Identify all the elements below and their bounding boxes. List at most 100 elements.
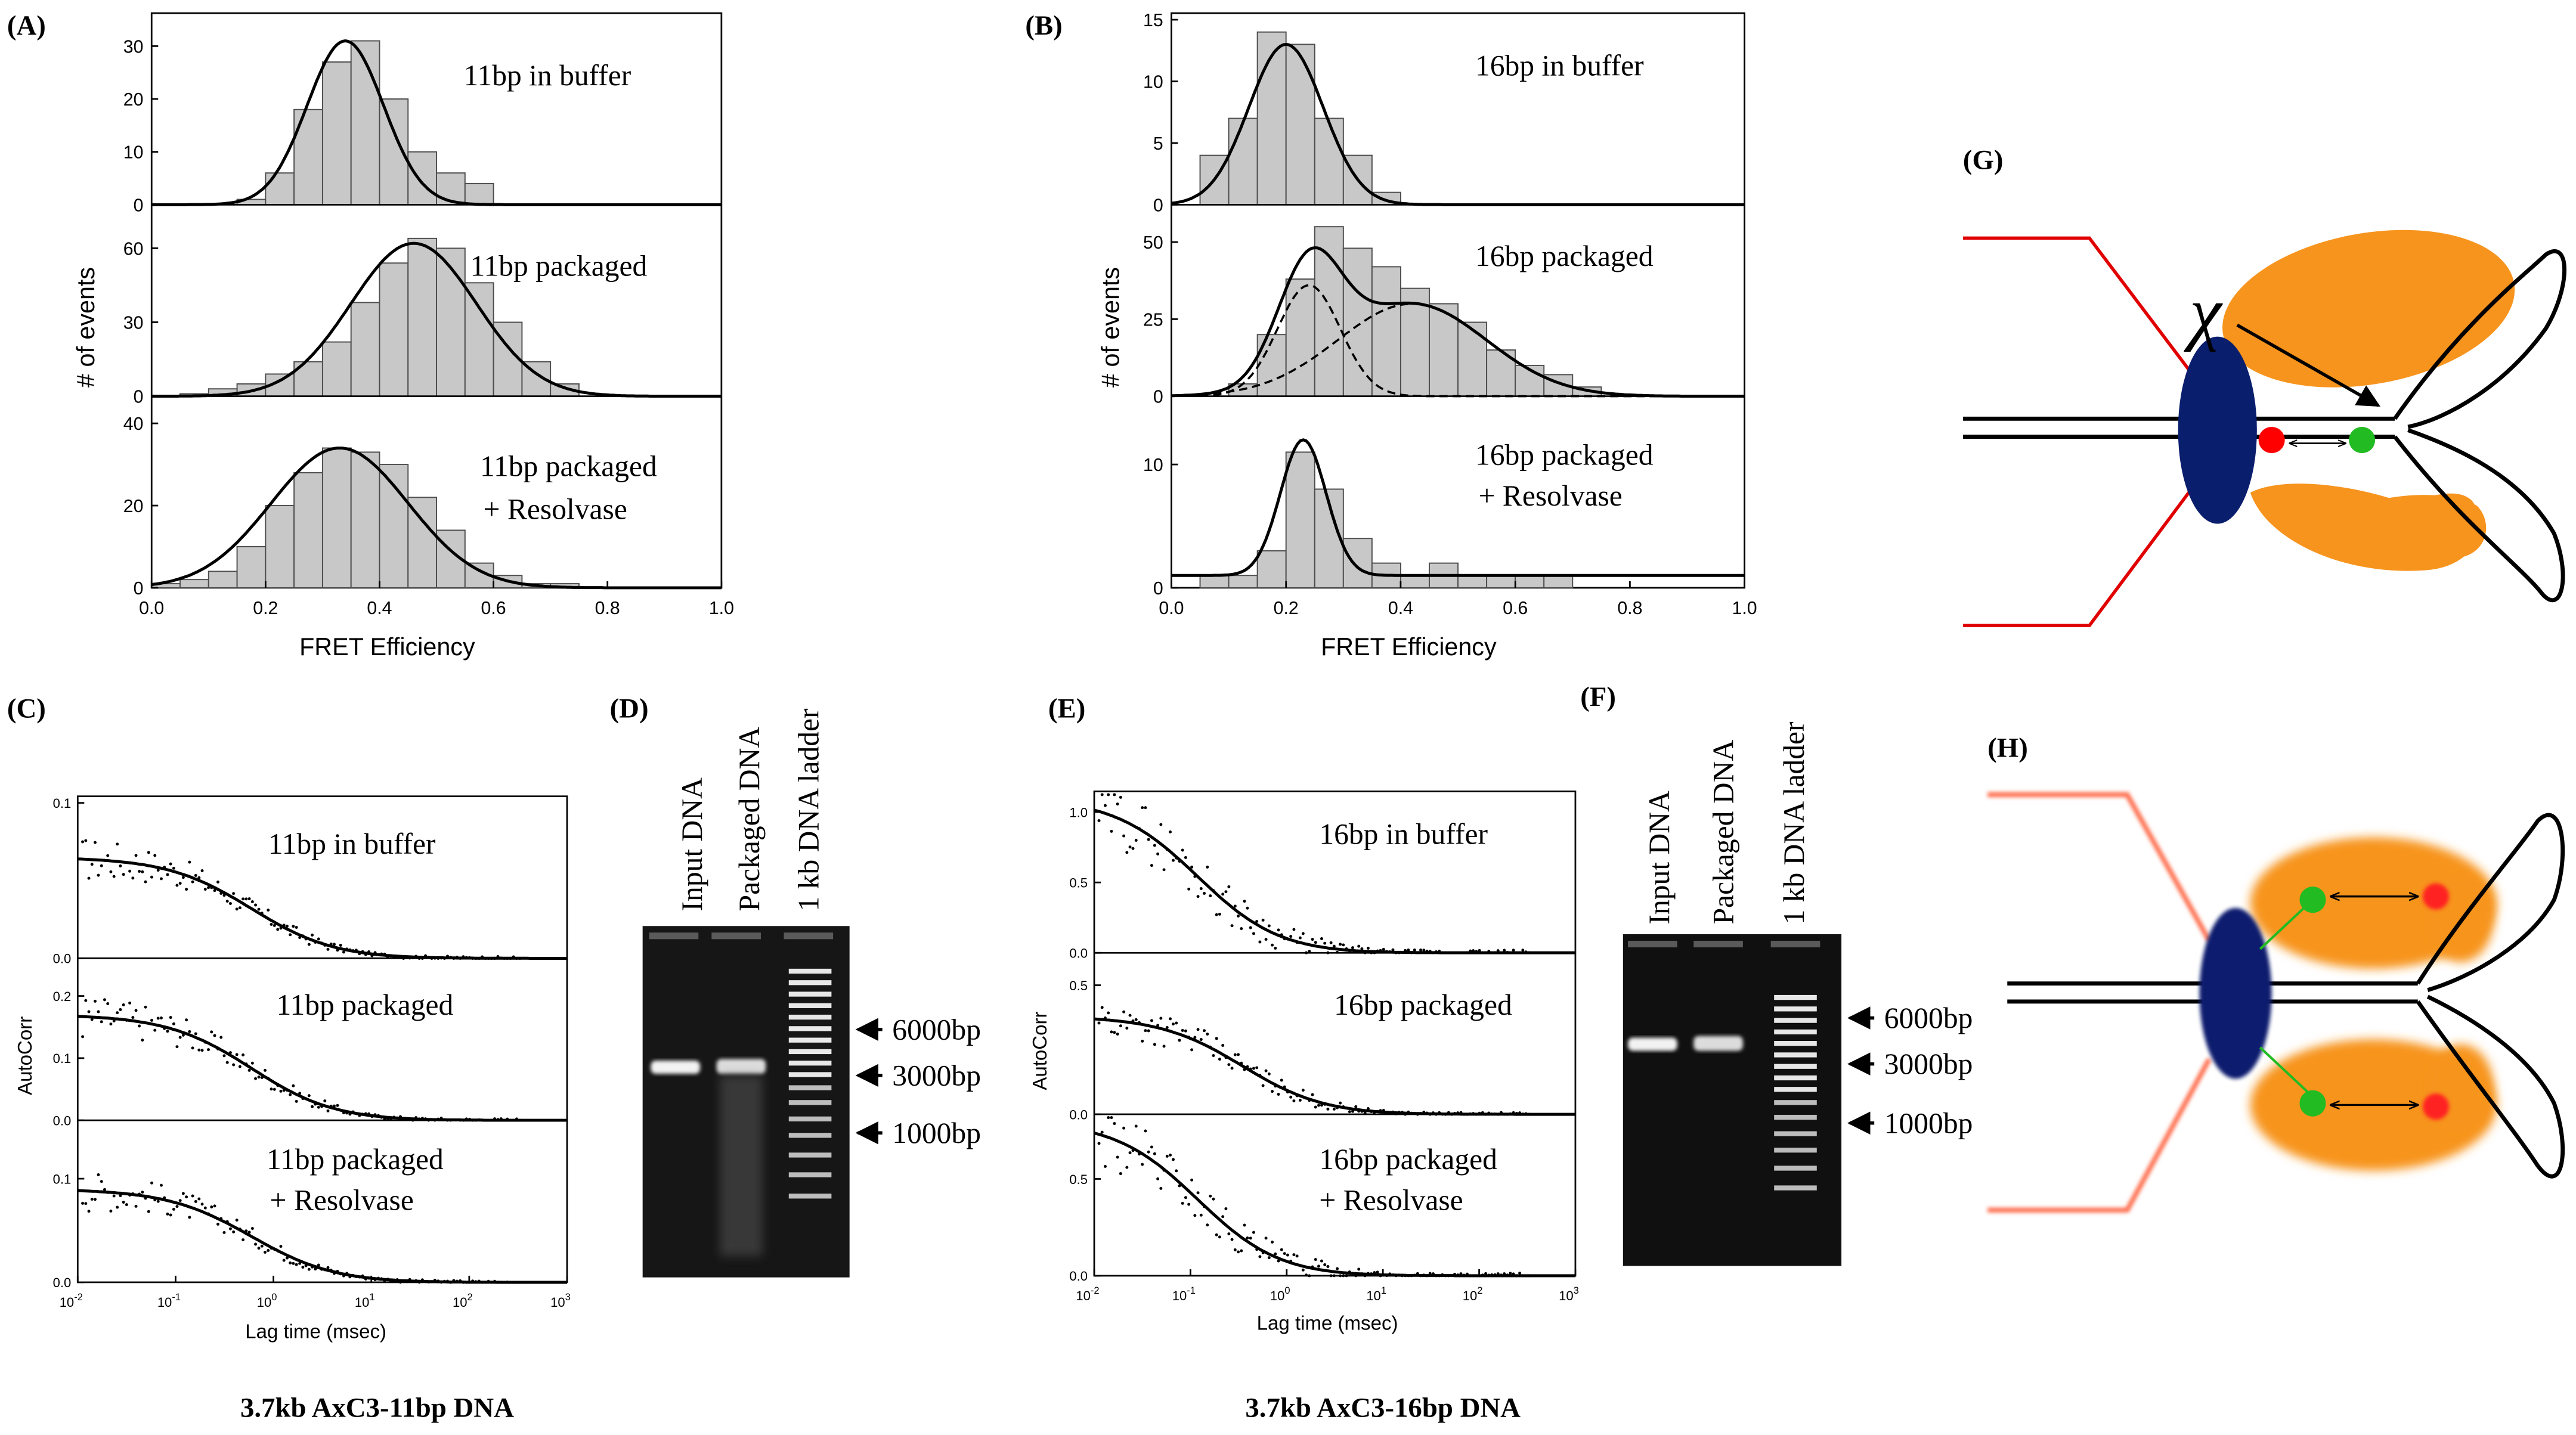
data-point — [1292, 1099, 1296, 1103]
data-point — [301, 1266, 305, 1269]
data-point — [1097, 819, 1101, 822]
data-point — [1227, 1232, 1231, 1236]
x-tick-label: 1.0 — [1732, 599, 1757, 618]
data-point — [1169, 830, 1172, 833]
histogram-bar — [1400, 575, 1430, 588]
data-point — [153, 854, 157, 857]
data-point — [1332, 1274, 1336, 1278]
data-point — [116, 1205, 119, 1209]
histogram-bar — [1457, 575, 1488, 588]
panel-e-caption: 3.7kb AxC3-16bp DNA — [1245, 1393, 1521, 1424]
data-point — [87, 1010, 91, 1014]
data-point — [1212, 1197, 1215, 1201]
panel-b: (B) 0 5 10 15 0 25 50 0 10 0.0 0.2 0.4 0.6 0.8 1.0 # o… — [1025, 10, 1757, 661]
data-point — [1141, 806, 1144, 810]
data-point — [119, 1008, 122, 1011]
histogram-bar — [436, 172, 466, 206]
gel-f-marker-6000: 6000bp — [1884, 1002, 1973, 1034]
data-point — [332, 943, 336, 946]
data-point — [1357, 944, 1361, 948]
panel-e-xlabel: Lag time (msec) — [1257, 1313, 1398, 1335]
data-point — [1147, 1029, 1150, 1033]
histogram-bar — [293, 472, 323, 588]
y-tick-label: 0 — [134, 196, 144, 215]
panel-b-histograms: 0 5 10 15 0 25 50 0 10 0.0 0.2 0.4 0.6 0.8 1.0 — [1143, 11, 1757, 618]
x-tick-label: 100 — [1270, 1285, 1290, 1303]
data-point — [1116, 1032, 1119, 1036]
data-point — [1119, 1172, 1122, 1176]
data-point — [103, 998, 106, 1002]
data-point — [1329, 941, 1333, 944]
data-point — [1243, 900, 1246, 903]
data-point — [191, 1194, 194, 1198]
histogram-bar — [265, 172, 295, 206]
data-point — [1144, 1129, 1147, 1133]
h-dye-red-bottom — [2423, 1093, 2450, 1120]
data-point — [1267, 1256, 1271, 1260]
data-point — [197, 1048, 201, 1052]
panel-b-xlabel: FRET Efficiency — [1321, 633, 1497, 661]
data-point — [1153, 1043, 1156, 1046]
data-point — [166, 1212, 169, 1216]
data-point — [1175, 1169, 1178, 1173]
panel-b-sub1-label: 16bp in buffer — [1475, 49, 1644, 82]
data-point — [1193, 1214, 1197, 1217]
panel-a-histograms: 0 10 20 30 0 30 60 0 20 40 0.0 0.2 0.4 0.6 0.8 1.0 — [123, 37, 734, 618]
data-point — [1224, 890, 1228, 894]
y-tick-label: 0.5 — [1069, 875, 1088, 890]
x-tick-label: 102 — [453, 1291, 473, 1310]
histogram-bar — [1543, 575, 1574, 588]
data-point — [210, 1205, 213, 1208]
gel-ladder-band — [1774, 1052, 1817, 1058]
data-point — [254, 1242, 258, 1246]
data-point — [175, 884, 179, 887]
data-point — [178, 1199, 182, 1202]
panel-b-ylabel: # of events — [1097, 267, 1124, 388]
panel-g: (G) χ — [1962, 145, 2566, 628]
data-point — [172, 1022, 175, 1025]
data-point — [1187, 1202, 1191, 1206]
data-point — [122, 1201, 125, 1204]
data-point — [257, 1247, 261, 1250]
y-tick-label: 0.0 — [1069, 1269, 1088, 1284]
gel-ladder-band — [1774, 1131, 1817, 1136]
data-point — [144, 880, 147, 884]
data-point — [1233, 1248, 1237, 1251]
data-point — [1301, 1268, 1305, 1272]
data-point — [285, 1256, 289, 1260]
data-point — [1311, 938, 1314, 941]
data-point — [122, 873, 125, 876]
data-point — [122, 1003, 125, 1006]
data-point — [1264, 1069, 1268, 1073]
data-point — [1246, 1236, 1249, 1239]
gel-ladder-band — [1774, 1018, 1817, 1023]
gel-ladder-band — [1774, 1006, 1817, 1012]
data-point — [216, 1222, 219, 1226]
histogram-bar — [265, 505, 295, 588]
data-point — [1190, 865, 1194, 869]
data-point — [106, 1002, 110, 1006]
histogram-bar — [1429, 303, 1459, 397]
data-point — [1122, 1126, 1126, 1130]
histogram-bar — [1256, 334, 1287, 397]
gel-band-packaged — [716, 1059, 766, 1074]
data-point — [1252, 1231, 1255, 1234]
histogram-bar — [1314, 117, 1344, 206]
data-point — [326, 947, 330, 951]
x-tick-label: 0.6 — [481, 599, 506, 618]
data-point — [317, 1263, 320, 1267]
fit-curve — [78, 1015, 567, 1122]
gel-ladder-band — [1774, 1166, 1817, 1171]
y-tick-label: 10 — [1143, 455, 1163, 475]
gel-well — [1770, 941, 1820, 948]
data-point — [185, 1195, 188, 1199]
y-tick-label: 20 — [123, 90, 144, 110]
data-point — [1264, 938, 1268, 941]
data-point — [1190, 1178, 1194, 1182]
y-tick-label: 0.2 — [53, 989, 72, 1004]
data-point — [1407, 948, 1410, 951]
data-point — [1271, 943, 1274, 947]
data-point — [97, 1010, 100, 1014]
gel-ladder-band — [788, 1152, 832, 1158]
data-point — [81, 1201, 85, 1205]
